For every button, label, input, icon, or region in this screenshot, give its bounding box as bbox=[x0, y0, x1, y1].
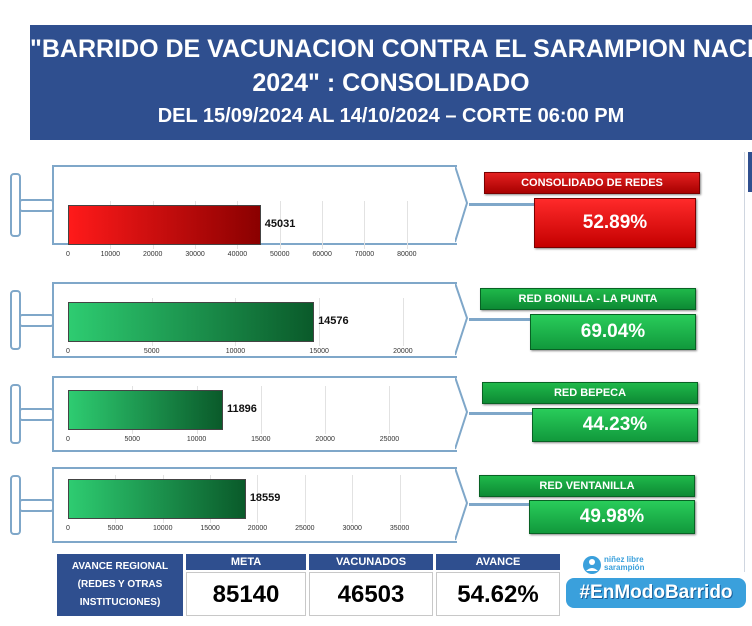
card-title-bepeca: RED BEPECA bbox=[482, 382, 698, 404]
card-title-ventanilla: RED VENTANILLA bbox=[479, 475, 695, 497]
chart-value-label: 18559 bbox=[249, 492, 281, 504]
syringe-tip-icon bbox=[455, 467, 469, 541]
axis-tick-label: 10000 bbox=[153, 525, 173, 532]
syringe-tip-icon bbox=[455, 165, 469, 243]
chart-gridline bbox=[364, 201, 366, 249]
divider-line bbox=[744, 152, 745, 572]
card-percent-bepeca: 44.23% bbox=[532, 408, 698, 442]
syringe-needle bbox=[469, 503, 529, 506]
axis-tick-label: 0 bbox=[66, 348, 70, 355]
syringe-plunger-rod bbox=[19, 408, 54, 421]
chart-value-label: 14576 bbox=[318, 315, 349, 327]
syringe-needle bbox=[469, 318, 530, 321]
card-title-consolidado: CONSOLIDADO DE REDES bbox=[484, 172, 700, 194]
summary-label: AVANCE REGIONAL (REDES Y OTRAS INSTITUCI… bbox=[57, 554, 183, 616]
meta-header: META bbox=[186, 554, 306, 570]
chart-gridline bbox=[260, 386, 262, 434]
chart-gridline bbox=[304, 475, 306, 523]
chart-value-label: 11896 bbox=[226, 403, 257, 415]
chart-gridline bbox=[257, 475, 259, 523]
vacunados-value: 46503 bbox=[309, 572, 433, 616]
axis-tick-label: 15000 bbox=[251, 436, 271, 443]
chart-bar-ventanilla bbox=[68, 479, 246, 519]
axis-tick-label: 20000 bbox=[315, 436, 335, 443]
header-subtitle: DEL 15/09/2024 AL 14/10/2024 – CORTE 06:… bbox=[157, 105, 625, 127]
chart-bar-bepeca bbox=[68, 390, 223, 430]
vacunados-header: VACUNADOS bbox=[309, 554, 433, 570]
chart-value-label: 45031 bbox=[264, 218, 296, 230]
axis-tick-label: 10000 bbox=[186, 436, 207, 443]
syringe-tip-icon bbox=[455, 376, 469, 450]
syringe-needle bbox=[469, 412, 532, 415]
avance-value: 54.62% bbox=[436, 572, 560, 616]
axis-tick-label: 25000 bbox=[295, 525, 315, 532]
axis-tick-label: 70000 bbox=[354, 251, 375, 258]
chart-gridline bbox=[279, 201, 281, 249]
axis-tick-label: 30000 bbox=[342, 525, 362, 532]
campaign-logo-icon bbox=[583, 556, 601, 574]
side-panel-edge bbox=[748, 152, 752, 192]
axis-tick-label: 0 bbox=[66, 525, 70, 532]
summary-label-line3: INSTITUCIONES) bbox=[79, 597, 161, 608]
syringe-needle bbox=[469, 203, 534, 206]
axis-tick-label: 15000 bbox=[200, 525, 220, 532]
axis-tick-label: 20000 bbox=[247, 525, 268, 532]
chart-gridline bbox=[352, 475, 354, 523]
summary-label-line1: AVANCE REGIONAL bbox=[71, 561, 169, 572]
chart-gridline bbox=[406, 201, 408, 249]
header-title-line1: "BARRIDO DE VACUNACION CONTRA EL SARAMPI… bbox=[30, 35, 752, 63]
axis-tick-label: 35000 bbox=[389, 525, 410, 532]
chart-gridline bbox=[399, 475, 401, 523]
axis-tick-label: 20000 bbox=[393, 348, 413, 355]
axis-tick-label: 5000 bbox=[124, 436, 141, 443]
card-percent-ventanilla: 49.98% bbox=[529, 500, 695, 534]
chart-gridline bbox=[389, 386, 391, 434]
chart-gridline bbox=[319, 298, 321, 346]
chart-gridline bbox=[325, 386, 327, 434]
axis-tick-label: 25000 bbox=[379, 436, 400, 443]
avance-header: AVANCE bbox=[436, 554, 560, 570]
axis-tick-label: 5000 bbox=[143, 348, 160, 355]
axis-tick-label: 10000 bbox=[100, 251, 121, 258]
axis-tick-label: 40000 bbox=[227, 251, 248, 258]
syringe-tip-icon bbox=[455, 282, 469, 356]
axis-tick-label: 15000 bbox=[309, 348, 329, 355]
card-percent-bonilla: 69.04% bbox=[530, 314, 696, 350]
campaign-logo-text: niñez libre sarampión bbox=[604, 556, 644, 572]
chart-bar-bonilla bbox=[68, 302, 315, 342]
syringe-plunger-rod bbox=[19, 199, 54, 212]
chart-gridline bbox=[322, 201, 324, 249]
report-header: "BARRIDO DE VACUNACION CONTRA EL SARAMPI… bbox=[30, 25, 752, 140]
axis-tick-label: 5000 bbox=[107, 525, 124, 532]
axis-tick-label: 50000 bbox=[270, 251, 290, 258]
card-title-bonilla: RED BONILLA - LA PUNTA bbox=[480, 288, 696, 310]
header-title-line2: 2024" : CONSOLIDADO bbox=[252, 69, 530, 97]
syringe-plunger-rod bbox=[19, 314, 54, 327]
axis-tick-label: 20000 bbox=[142, 251, 163, 258]
campaign-logo-text-2: sarampión bbox=[604, 563, 645, 572]
syringe-plunger-rod bbox=[19, 499, 54, 512]
axis-tick-label: 0 bbox=[66, 436, 70, 443]
meta-value: 85140 bbox=[186, 572, 306, 616]
axis-tick-label: 10000 bbox=[225, 348, 246, 355]
axis-tick-label: 60000 bbox=[312, 251, 332, 258]
hashtag-badge: #EnModoBarrido bbox=[566, 578, 746, 608]
axis-tick-label: 30000 bbox=[185, 251, 205, 258]
card-percent-consolidado: 52.89% bbox=[534, 198, 696, 248]
axis-tick-label: 0 bbox=[66, 251, 70, 258]
summary-label-line2: (REDES Y OTRAS bbox=[77, 579, 163, 590]
chart-bar-consolidado bbox=[68, 205, 261, 245]
chart-gridline bbox=[402, 298, 404, 346]
axis-tick-label: 80000 bbox=[397, 251, 417, 258]
campaign-logo-text-1: niñez libre bbox=[604, 555, 644, 564]
